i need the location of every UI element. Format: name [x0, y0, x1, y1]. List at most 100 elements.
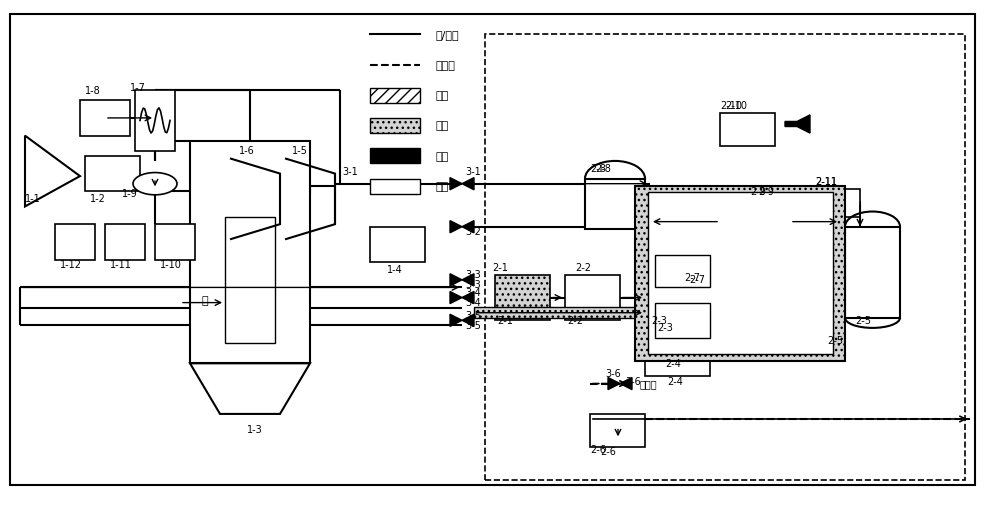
Text: 1-12: 1-12	[60, 260, 82, 270]
Bar	[585, 179, 645, 230]
Text: 1-10: 1-10	[160, 260, 182, 270]
Text: 3-1: 3-1	[465, 166, 481, 176]
Polygon shape	[620, 378, 632, 390]
Text: 2-7: 2-7	[689, 275, 705, 285]
Polygon shape	[462, 221, 474, 233]
Polygon shape	[450, 178, 462, 190]
Text: 废料: 废料	[435, 152, 448, 162]
Text: 2-10: 2-10	[725, 100, 747, 111]
Bar	[790, 217, 840, 228]
Text: 2-4: 2-4	[665, 358, 681, 368]
Bar	[105, 225, 145, 260]
Bar	[655, 255, 710, 288]
Text: 1-11: 1-11	[110, 260, 132, 270]
Bar	[474, 308, 645, 319]
Text: 2-6: 2-6	[600, 446, 616, 457]
Text: 3-4: 3-4	[465, 297, 481, 308]
Bar	[370, 149, 420, 164]
Bar	[225, 217, 275, 343]
Text: 3-5: 3-5	[465, 320, 481, 330]
Bar	[655, 303, 710, 338]
Text: 煤粉: 煤粉	[435, 182, 448, 192]
Text: 3-3: 3-3	[465, 280, 481, 290]
Bar	[485, 35, 965, 480]
Text: 1-8: 1-8	[85, 85, 101, 95]
Text: 🔥: 🔥	[202, 295, 208, 306]
Polygon shape	[25, 136, 80, 207]
Text: 1-2: 1-2	[90, 194, 106, 204]
Bar	[645, 336, 710, 376]
Text: 3-1: 3-1	[342, 166, 358, 176]
Text: 2-8: 2-8	[590, 164, 606, 174]
Text: 1-1: 1-1	[25, 194, 41, 204]
Text: 2-2: 2-2	[575, 262, 591, 272]
Bar	[645, 275, 685, 321]
Bar	[135, 91, 175, 152]
Polygon shape	[462, 178, 474, 190]
Bar	[845, 227, 900, 318]
Bar	[645, 217, 840, 228]
Bar	[190, 141, 310, 364]
Bar	[745, 199, 795, 227]
Bar	[370, 227, 425, 263]
Text: 2-6: 2-6	[590, 444, 606, 454]
Text: 1-6: 1-6	[239, 146, 255, 156]
Text: 3-4: 3-4	[465, 287, 481, 297]
Polygon shape	[450, 292, 462, 304]
Polygon shape	[462, 292, 474, 304]
Bar	[810, 189, 860, 217]
Text: 2-3: 2-3	[657, 323, 673, 333]
Text: 2-11: 2-11	[815, 176, 837, 186]
Text: 2-1: 2-1	[492, 262, 508, 272]
Text: 氢气: 氢气	[435, 91, 448, 101]
Bar	[85, 157, 140, 192]
Bar	[720, 114, 775, 146]
Text: 2-10: 2-10	[720, 100, 742, 111]
Polygon shape	[785, 116, 810, 134]
Text: 1-7: 1-7	[130, 83, 146, 93]
Text: 催化剂: 催化剂	[435, 61, 455, 71]
Bar	[720, 273, 785, 293]
Text: 2-2: 2-2	[567, 315, 583, 325]
Text: 2-5: 2-5	[827, 335, 843, 345]
Bar	[370, 88, 420, 104]
Text: 3-6: 3-6	[605, 368, 621, 378]
Text: 1-9: 1-9	[122, 189, 138, 199]
Bar	[370, 119, 420, 134]
Bar	[720, 252, 785, 273]
Bar	[80, 101, 130, 136]
Text: 水/蒸汽: 水/蒸汽	[435, 30, 459, 40]
Text: 2-3: 2-3	[651, 315, 667, 325]
Bar	[370, 179, 420, 194]
Text: 3-5: 3-5	[465, 310, 481, 320]
Text: 煤浆: 煤浆	[435, 121, 448, 131]
Text: 2-7: 2-7	[684, 272, 700, 282]
Bar	[635, 187, 845, 361]
Text: 1-4: 1-4	[387, 265, 403, 275]
Text: 3-3: 3-3	[465, 270, 481, 280]
Text: 2-11: 2-11	[815, 176, 837, 186]
Polygon shape	[462, 274, 474, 286]
Bar	[654, 295, 676, 356]
Text: 2-9: 2-9	[758, 186, 774, 196]
Text: 2-9: 2-9	[750, 186, 766, 196]
Polygon shape	[190, 364, 310, 414]
Bar	[55, 225, 95, 260]
Text: 1-3: 1-3	[247, 424, 263, 434]
Circle shape	[133, 173, 177, 195]
Polygon shape	[450, 221, 462, 233]
Bar	[648, 193, 833, 355]
Bar	[590, 414, 645, 447]
Bar	[495, 275, 550, 321]
Polygon shape	[608, 378, 620, 390]
Text: 催化剂: 催化剂	[640, 379, 658, 389]
Text: 2-5: 2-5	[855, 315, 871, 325]
Bar	[565, 275, 620, 321]
Polygon shape	[462, 315, 474, 327]
Text: 2-1: 2-1	[497, 315, 513, 325]
Polygon shape	[450, 315, 462, 327]
Text: 3-2: 3-2	[465, 227, 481, 237]
Bar	[155, 225, 195, 260]
Polygon shape	[450, 274, 462, 286]
Text: 2-4: 2-4	[667, 376, 683, 386]
